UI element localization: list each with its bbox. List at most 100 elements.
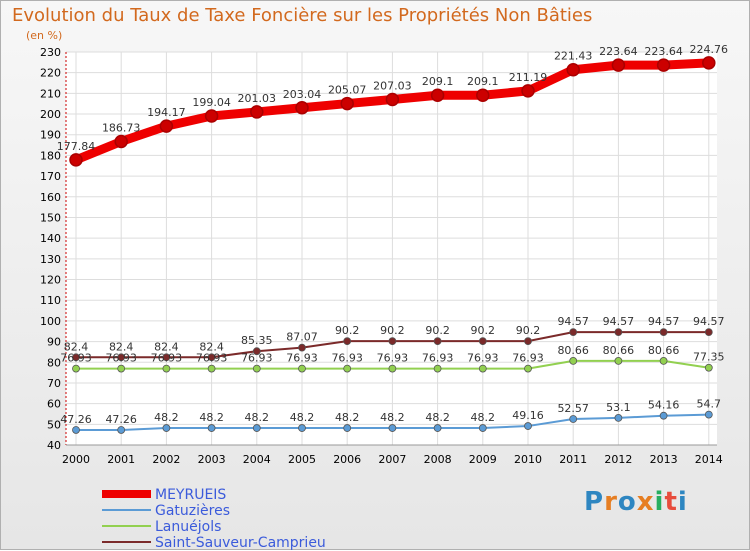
y-tick-label: 200 <box>40 108 61 121</box>
data-point <box>478 364 487 373</box>
data-point <box>162 424 171 432</box>
y-tick-label: 230 <box>40 46 61 59</box>
y-tick-label: 110 <box>40 294 61 307</box>
data-label: 76.93 <box>512 352 544 365</box>
data-point <box>69 153 83 167</box>
y-tick-label: 90 <box>47 336 61 349</box>
data-point <box>343 337 352 346</box>
data-label: 209.1 <box>467 75 499 88</box>
data-point <box>117 426 126 434</box>
data-point <box>295 101 309 115</box>
x-tick-label: 2007 <box>378 453 406 466</box>
data-point <box>433 424 442 432</box>
data-label: 80.66 <box>557 344 589 357</box>
data-label: 77.35 <box>693 351 725 364</box>
data-point <box>298 364 306 373</box>
data-label: 76.93 <box>196 352 228 365</box>
data-point <box>478 337 487 346</box>
data-label: 47.26 <box>105 413 137 426</box>
data-point <box>614 414 623 422</box>
data-label: 76.93 <box>377 352 409 365</box>
data-point <box>388 364 397 373</box>
data-point <box>521 84 535 98</box>
data-label: 76.93 <box>467 352 499 365</box>
data-label: 48.2 <box>290 411 315 424</box>
data-point <box>343 364 352 373</box>
data-label: 48.2 <box>380 411 405 424</box>
y-tick-label: 130 <box>40 253 61 266</box>
data-label: 203.04 <box>283 88 322 101</box>
y-tick-label: 50 <box>47 418 61 431</box>
chart-title: Evolution du Taux de Taxe Foncière sur l… <box>12 5 593 26</box>
data-label: 76.93 <box>105 352 137 365</box>
data-label: 224.76 <box>690 43 729 56</box>
x-tick-label: 2001 <box>107 453 135 466</box>
data-label: 205.07 <box>328 84 367 97</box>
legend-label: Gatuzières <box>155 503 230 519</box>
x-tick-label: 2014 <box>695 453 723 466</box>
data-point <box>159 119 174 133</box>
data-point <box>478 424 487 432</box>
data-point <box>385 92 400 107</box>
y-tick-label: 70 <box>47 377 61 390</box>
data-label: 80.66 <box>603 344 635 357</box>
data-label: 48.2 <box>199 411 224 424</box>
data-label: 94.57 <box>693 315 725 328</box>
unit-label: (en %) <box>26 29 63 42</box>
data-label: 94.57 <box>557 315 589 328</box>
data-label: 48.2 <box>425 411 450 424</box>
y-tick-label: 170 <box>40 170 61 183</box>
data-point <box>614 356 623 365</box>
data-point <box>252 364 261 373</box>
data-label: 47.26 <box>60 413 92 426</box>
data-label: 90.2 <box>425 324 450 337</box>
data-label: 48.2 <box>471 411 496 424</box>
y-tick-label: 140 <box>40 232 61 245</box>
data-point <box>114 134 128 149</box>
data-point <box>430 88 445 102</box>
data-label: 52.57 <box>557 402 589 415</box>
data-label: 49.16 <box>512 409 544 422</box>
plot-area <box>66 52 717 445</box>
proxiti-logo: Proxiti <box>584 487 688 517</box>
data-label: 54.7 <box>697 398 722 411</box>
data-point <box>117 364 126 373</box>
data-point <box>207 364 216 373</box>
data-point <box>611 58 626 72</box>
data-label: 76.93 <box>331 352 363 365</box>
data-point <box>524 364 532 373</box>
data-label: 94.57 <box>603 315 635 328</box>
data-point <box>252 424 261 432</box>
data-label: 76.93 <box>151 352 183 365</box>
data-point <box>659 356 668 365</box>
data-point <box>388 337 397 346</box>
x-tick-label: 2002 <box>152 453 180 466</box>
data-point <box>656 58 671 72</box>
y-tick-label: 60 <box>47 398 61 411</box>
data-point <box>524 337 532 346</box>
y-tick-label: 150 <box>40 211 61 224</box>
data-point <box>704 363 713 372</box>
data-label: 194.17 <box>147 106 186 119</box>
data-label: 80.66 <box>648 344 680 357</box>
data-point <box>162 364 171 373</box>
legend-label: Lanuéjols <box>155 519 221 535</box>
data-label: 199.04 <box>192 96 231 109</box>
data-label: 48.2 <box>335 411 360 424</box>
data-label: 223.64 <box>644 45 683 58</box>
data-label: 76.93 <box>241 352 273 365</box>
data-point <box>72 426 80 434</box>
data-point <box>524 422 532 430</box>
data-label: 90.2 <box>335 324 360 337</box>
x-tick-label: 2005 <box>288 453 316 466</box>
data-label: 48.2 <box>245 411 270 424</box>
data-label: 90.2 <box>516 324 541 337</box>
data-point <box>433 337 442 346</box>
x-tick-label: 2006 <box>333 453 361 466</box>
data-point <box>433 364 442 373</box>
data-point <box>162 353 171 362</box>
data-point <box>702 56 716 70</box>
y-tick-label: 220 <box>40 67 61 80</box>
data-label: 201.03 <box>238 92 277 105</box>
